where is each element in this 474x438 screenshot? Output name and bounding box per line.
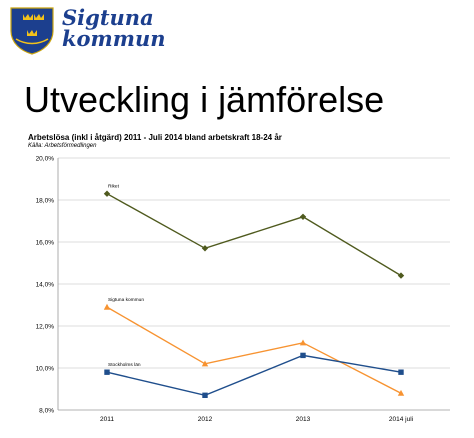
x-tick-label: 2011 [100, 416, 114, 423]
series-label: Sigtuna kommun [108, 297, 144, 303]
series-label: Stockholms län [108, 362, 141, 368]
data-point [397, 389, 405, 396]
data-point [201, 245, 209, 252]
y-axis-ticks: 8,0% 10,0% 12,0% 14,0% 16,0% 18,0% 20,0% [36, 155, 55, 414]
y-tick-label: 20,0% [36, 155, 55, 162]
series-line [106, 354, 402, 397]
data-point [104, 369, 110, 375]
x-tick-label: 2013 [296, 416, 311, 423]
series-stockholms-l-n: Stockholms län [104, 352, 404, 398]
series-label: Riket [108, 184, 120, 190]
data-point [398, 369, 404, 375]
series-line [106, 306, 402, 394]
chart-series: Riket Sigtuna kommun Stockholms län [103, 184, 405, 398]
logo-wordmark: Sigtuna kommun [62, 7, 166, 49]
series-riket: Riket [103, 184, 405, 279]
y-tick-label: 18,0% [36, 197, 55, 204]
y-tick-label: 16,0% [36, 239, 55, 246]
y-tick-label: 8,0% [39, 407, 54, 414]
y-tick-label: 12,0% [36, 323, 55, 330]
data-point [103, 303, 111, 310]
chart-source: Källa: Arbetsförmedlingen [28, 143, 97, 149]
data-point [201, 360, 209, 367]
x-tick-label: 2012 [198, 416, 213, 423]
chart-grid [57, 157, 450, 411]
data-point [397, 272, 405, 279]
series-sigtuna-kommun: Sigtuna kommun [103, 297, 405, 396]
logo-line2: kommun [62, 26, 166, 51]
data-point [300, 352, 306, 359]
data-point [299, 213, 307, 220]
data-point [299, 339, 307, 346]
shield-crowns-icon [10, 7, 54, 55]
sigtuna-logo: Sigtuna kommun [8, 5, 166, 55]
series-line [106, 193, 402, 277]
x-tick-label: 2014 juli [389, 416, 413, 423]
y-tick-label: 10,0% [36, 365, 55, 372]
x-axis-ticks: 2011 2012 2013 2014 juli [100, 416, 413, 423]
data-point [202, 392, 208, 398]
logo-line1: Sigtuna [62, 5, 154, 30]
data-point [103, 190, 111, 197]
y-tick-label: 14,0% [36, 281, 55, 288]
page-headline: Utveckling i jämförelse [24, 79, 385, 120]
chart-title: Arbetslösa (inkl i åtgärd) 2011 - Juli 2… [28, 133, 282, 142]
